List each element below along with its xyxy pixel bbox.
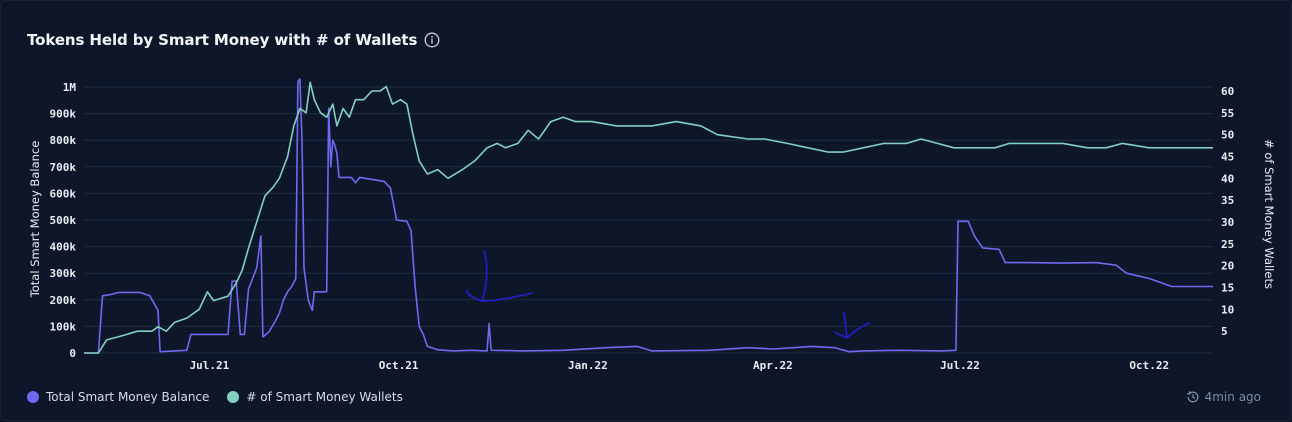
y-left-tick-9: 900k (50, 108, 77, 121)
x-tick-4: Jul.22 (940, 359, 980, 372)
y-left-tick-8: 800k (50, 134, 77, 147)
last-updated: 4min ago (1186, 390, 1261, 404)
y-right-tick-9: 50 (1221, 129, 1234, 142)
clock-refresh-icon (1186, 391, 1198, 403)
y-right-tick-2: 15 (1221, 282, 1234, 295)
annotation-arrow-1 (466, 250, 533, 303)
y-left-tick-6: 600k (50, 187, 77, 200)
annotation-arrow-2 (834, 311, 870, 339)
y-right-tick-1: 10 (1221, 303, 1234, 316)
y-right-tick-3: 20 (1221, 260, 1234, 273)
y-right-tick-4: 25 (1221, 238, 1234, 251)
y-right-tick-8: 45 (1221, 151, 1234, 164)
legend-label-balance: Total Smart Money Balance (46, 390, 210, 404)
legend-dot-wallets (227, 391, 240, 403)
legend-dot-balance (27, 391, 39, 403)
y-left-tick-4: 400k (50, 241, 77, 254)
y-right-tick-10: 55 (1221, 107, 1234, 120)
y-right-tick-5: 30 (1221, 216, 1234, 229)
y-left-tick-3: 300k (50, 267, 77, 280)
y-axis-left-label: Total Smart Money Balance (28, 140, 42, 298)
legend: Total Smart Money Balance # of Smart Mon… (27, 390, 421, 404)
x-tick-2: Jan.22 (568, 359, 608, 372)
y-left-tick-10: 1M (63, 81, 77, 94)
series-line-balance (84, 78, 1213, 354)
y-right-tick-0: 5 (1221, 325, 1228, 338)
legend-item-balance[interactable]: Total Smart Money Balance (27, 390, 209, 404)
header: Tokens Held by Smart Money with # of Wal… (27, 31, 440, 49)
y-left-tick-5: 500k (50, 214, 77, 227)
legend-label-wallets: # of Smart Money Wallets (246, 390, 403, 404)
updated-text: 4min ago (1204, 390, 1261, 404)
x-tick-3: Apr.22 (753, 359, 793, 372)
series-line-wallets (84, 81, 1213, 354)
x-tick-0: Jul.21 (190, 359, 230, 372)
y-right-tick-11: 60 (1221, 85, 1234, 98)
y-left-tick-0: 0 (69, 347, 76, 360)
chart-title: Tokens Held by Smart Money with # of Wal… (27, 31, 418, 49)
info-circle-icon[interactable] (424, 32, 440, 48)
y-left-tick-1: 100k (50, 320, 77, 333)
y-left-tick-2: 200k (50, 294, 77, 307)
y-axis-right-label: # of Smart Money Wallets (1262, 139, 1276, 289)
y-right-tick-7: 40 (1221, 172, 1234, 185)
y-right-tick-6: 35 (1221, 194, 1234, 207)
x-tick-5: Oct.22 (1129, 359, 1169, 372)
y-left-tick-7: 700k (50, 161, 77, 174)
x-tick-1: Oct.21 (379, 359, 419, 372)
legend-item-wallets[interactable]: # of Smart Money Wallets (227, 390, 403, 404)
